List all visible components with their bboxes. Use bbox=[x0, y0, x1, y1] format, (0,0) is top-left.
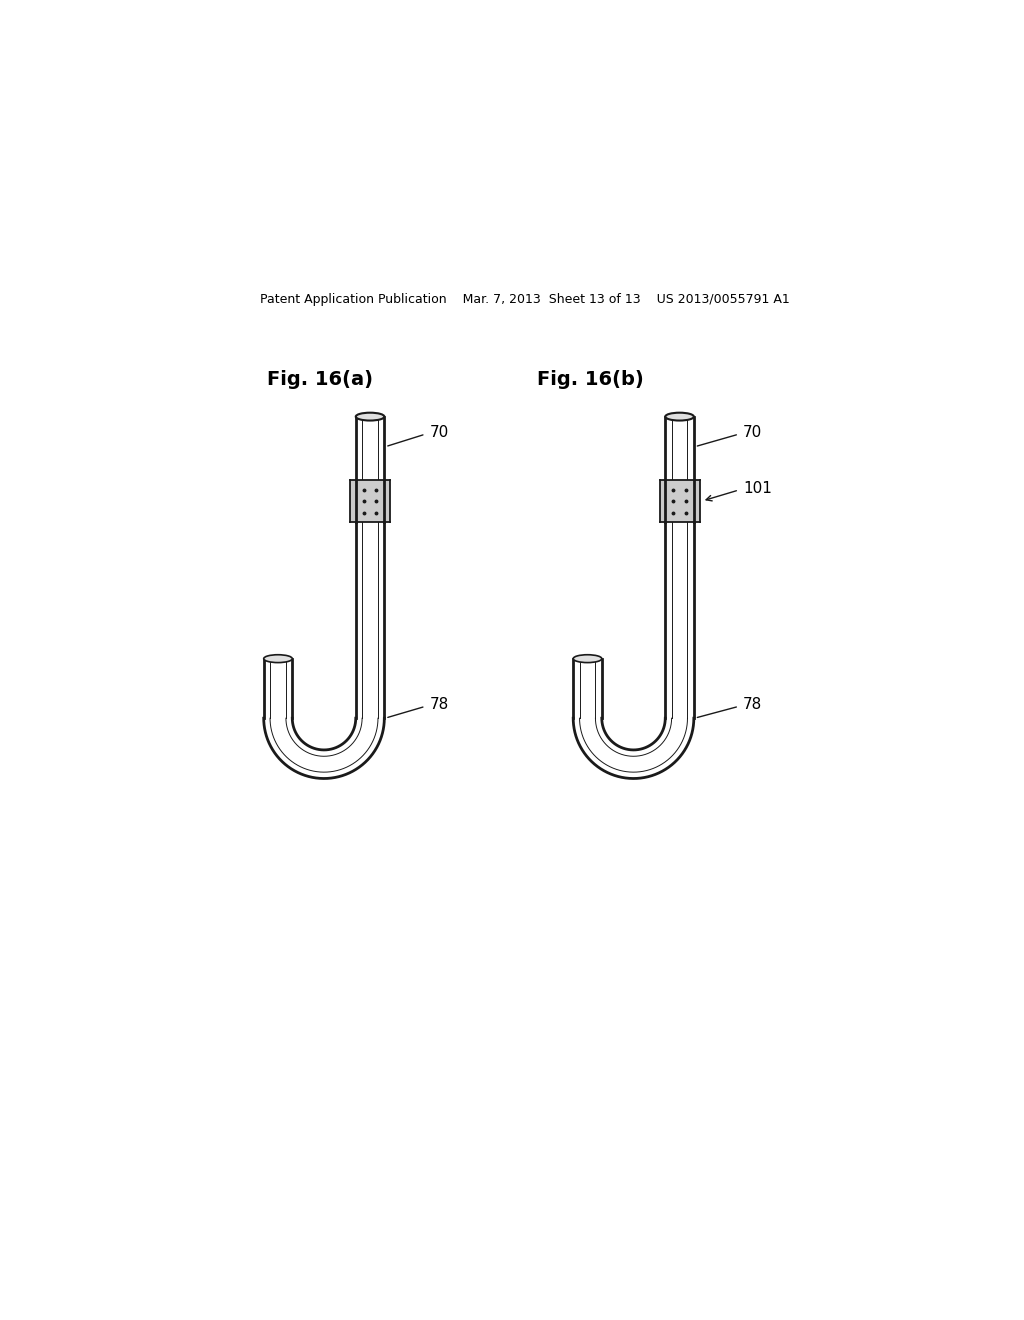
Ellipse shape bbox=[573, 655, 602, 663]
Text: 70: 70 bbox=[743, 425, 762, 440]
Text: 78: 78 bbox=[430, 697, 449, 713]
Text: Fig. 16(a): Fig. 16(a) bbox=[267, 370, 373, 389]
Text: Fig. 16(b): Fig. 16(b) bbox=[537, 370, 643, 389]
Ellipse shape bbox=[355, 413, 384, 421]
Polygon shape bbox=[264, 718, 384, 779]
Text: 70: 70 bbox=[430, 425, 449, 440]
Text: Patent Application Publication    Mar. 7, 2013  Sheet 13 of 13    US 2013/005579: Patent Application Publication Mar. 7, 2… bbox=[260, 293, 790, 306]
Polygon shape bbox=[350, 480, 390, 521]
Polygon shape bbox=[659, 480, 699, 521]
Text: 78: 78 bbox=[743, 697, 762, 713]
Ellipse shape bbox=[666, 413, 694, 421]
Ellipse shape bbox=[264, 655, 292, 663]
Text: 101: 101 bbox=[743, 480, 772, 496]
Polygon shape bbox=[573, 718, 694, 779]
